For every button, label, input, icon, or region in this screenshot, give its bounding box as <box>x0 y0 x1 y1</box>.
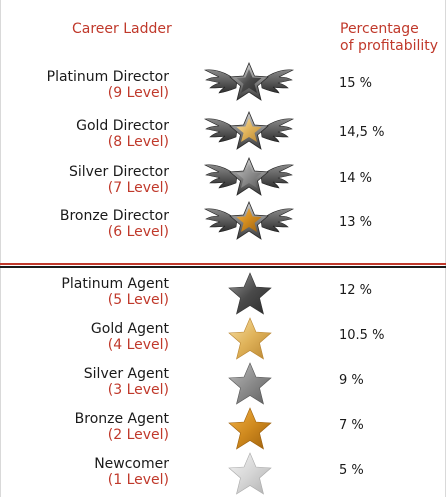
ladder-row-platinum-director: Platinum Director (9 Level) 15 % <box>0 61 446 109</box>
rank-title: Bronze Agent <box>74 411 169 427</box>
silver-star-icon <box>228 362 272 405</box>
rank-percentage: 5 % <box>339 463 364 478</box>
rank-title: Silver Agent <box>83 366 169 382</box>
section-divider <box>0 263 446 270</box>
gold-star-icon <box>228 317 272 360</box>
rank-percentage: 10.5 % <box>339 328 385 343</box>
rank-level: (8 Level) <box>107 134 169 150</box>
winged-gold-star-icon <box>203 110 295 150</box>
ladder-row-gold-agent: Gold Agent (4 Level) 10.5 % <box>0 317 446 361</box>
rank-level: (6 Level) <box>107 224 169 240</box>
rank-level: (1 Level) <box>107 472 169 488</box>
divider-dark-line <box>0 266 446 268</box>
rank-percentage: 12 % <box>339 283 373 298</box>
rank-title: Gold Director <box>76 118 169 134</box>
ladder-row-silver-director: Silver Director (7 Level) 14 % <box>0 156 446 204</box>
ladder-row-gold-director: Gold Director (8 Level) 14,5 % <box>0 110 446 158</box>
career-ladder-heading: Career Ladder <box>72 21 172 37</box>
rank-percentage: 9 % <box>339 373 364 388</box>
ladder-row-silver-agent: Silver Agent (3 Level) 9 % <box>0 362 446 406</box>
rank-level: (3 Level) <box>107 382 169 398</box>
bronze-star-icon <box>228 407 272 450</box>
rank-percentage: 13 % <box>339 215 373 230</box>
rank-title: Silver Director <box>68 164 169 180</box>
rank-title: Newcomer <box>94 456 169 472</box>
ladder-row-platinum-agent: Platinum Agent (5 Level) 12 % <box>0 272 446 316</box>
percentage-heading-line1: Percentage <box>340 21 419 37</box>
rank-level: (9 Level) <box>107 85 169 101</box>
rank-percentage: 14,5 % <box>339 125 385 140</box>
winged-platinum-star-icon <box>203 61 295 101</box>
percentage-heading-line2: of profitability <box>340 38 439 54</box>
rank-percentage: 15 % <box>339 76 373 91</box>
rank-percentage: 7 % <box>339 418 364 433</box>
ladder-row-bronze-agent: Bronze Agent (2 Level) 7 % <box>0 407 446 451</box>
rank-title: Platinum Director <box>46 69 169 85</box>
rank-percentage: 14 % <box>339 171 373 186</box>
winged-silver-star-icon <box>203 156 295 196</box>
rank-title: Platinum Agent <box>61 276 169 292</box>
divider-red-line <box>0 263 446 265</box>
rank-level: (2 Level) <box>107 427 169 443</box>
rank-level: (5 Level) <box>107 292 169 308</box>
ladder-row-newcomer: Newcomer (1 Level) 5 % <box>0 452 446 496</box>
rank-title: Bronze Director <box>59 208 169 224</box>
rank-level: (4 Level) <box>107 337 169 353</box>
ladder-row-bronze-director: Bronze Director (6 Level) 13 % <box>0 200 446 248</box>
platinum-star-icon <box>228 272 272 315</box>
percentage-heading: Percentage of profitability <box>340 21 444 55</box>
rank-title: Gold Agent <box>90 321 169 337</box>
winged-bronze-star-icon <box>203 200 295 240</box>
newcomer-star-icon <box>228 452 272 495</box>
rank-level: (7 Level) <box>107 180 169 196</box>
